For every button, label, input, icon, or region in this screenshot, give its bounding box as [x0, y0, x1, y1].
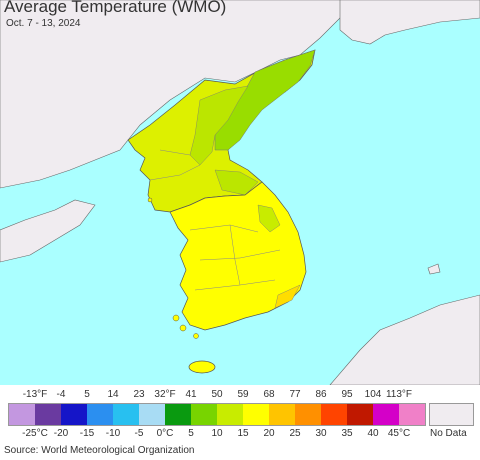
legend-tick: 15 — [237, 428, 249, 439]
south-coast-region — [274, 284, 301, 309]
russia-coast — [339, 0, 480, 45]
jeju-island — [188, 360, 216, 374]
legend-tick: 86 — [315, 389, 327, 400]
legend-fahrenheit-ticks: -13°F -4 5 14 23 32°F 41 50 59 68 77 86 95 104 113°F — [0, 389, 430, 401]
legend-swatch — [87, 404, 113, 425]
legend-swatch — [269, 404, 295, 425]
legend-tick: 45°C — [387, 428, 411, 439]
legend-tick: -10 — [105, 428, 121, 439]
legend-tick: 59 — [237, 389, 249, 400]
legend-tick: 50 — [211, 389, 223, 400]
legend-color-bar — [8, 403, 426, 426]
legend-tick: -15 — [79, 428, 95, 439]
japan-island — [427, 263, 441, 275]
legend-tick: 5 — [188, 428, 194, 439]
legend-tick: -4 — [56, 389, 66, 400]
island — [147, 197, 153, 203]
legend-swatch — [9, 404, 35, 425]
legend-tick: -13°F — [22, 389, 48, 400]
legend-swatch — [191, 404, 217, 425]
south-highland — [257, 204, 281, 233]
legend-tick: 23 — [133, 389, 145, 400]
legend-swatch — [373, 404, 399, 425]
legend-tick: 10 — [211, 428, 223, 439]
legend-swatch — [113, 404, 139, 425]
japan-landmass — [329, 294, 480, 385]
china-landmass — [0, 0, 361, 189]
legend-tick: 104 — [364, 389, 382, 400]
legend-tick: 41 — [185, 389, 197, 400]
legend-swatch — [217, 404, 243, 425]
legend-tick: 30 — [315, 428, 327, 439]
legend-swatch — [165, 404, 191, 425]
legend-swatch — [243, 404, 269, 425]
shandong-landmass — [0, 199, 96, 263]
legend-tick: 95 — [341, 389, 353, 400]
legend-tick: 40 — [367, 428, 379, 439]
temperature-map — [0, 0, 480, 385]
legend-tick: 68 — [263, 389, 275, 400]
legend-tick: -25°C — [22, 428, 48, 439]
legend-tick: -5 — [134, 428, 144, 439]
legend-tick: 25 — [289, 428, 301, 439]
legend-swatch — [35, 404, 61, 425]
legend-tick: 32°F — [154, 389, 176, 400]
mountain-band — [189, 85, 249, 166]
legend-swatch — [347, 404, 373, 425]
island — [193, 333, 199, 339]
map-title: Average Temperature (WMO) — [4, 0, 227, 16]
legend-celsius-ticks: -25°C -20 -15 -10 -5 0°C 5 10 15 20 25 30 35 40 45°C — [0, 428, 430, 440]
legend-tick: 77 — [289, 389, 301, 400]
legend-swatch — [321, 404, 347, 425]
legend-tick: 35 — [341, 428, 353, 439]
source-credit: Source: World Meteorological Organizatio… — [4, 445, 195, 456]
island — [172, 314, 180, 322]
legend-swatch — [399, 404, 425, 425]
legend-tick: -20 — [53, 428, 69, 439]
legend-tick: 0°C — [156, 428, 174, 439]
no-data-label: No Data — [430, 428, 467, 439]
legend-tick: 5 — [84, 389, 90, 400]
legend-swatch — [139, 404, 165, 425]
legend-swatch — [61, 404, 87, 425]
island — [179, 324, 187, 332]
map-subtitle: Oct. 7 - 13, 2024 — [6, 18, 81, 29]
legend-swatch — [295, 404, 321, 425]
central-band — [214, 169, 259, 196]
legend-tick: 14 — [107, 389, 119, 400]
legend-tick: 113°F — [385, 389, 413, 400]
province-borders — [149, 149, 281, 291]
legend-tick: 20 — [263, 428, 275, 439]
no-data-swatch — [429, 403, 474, 426]
